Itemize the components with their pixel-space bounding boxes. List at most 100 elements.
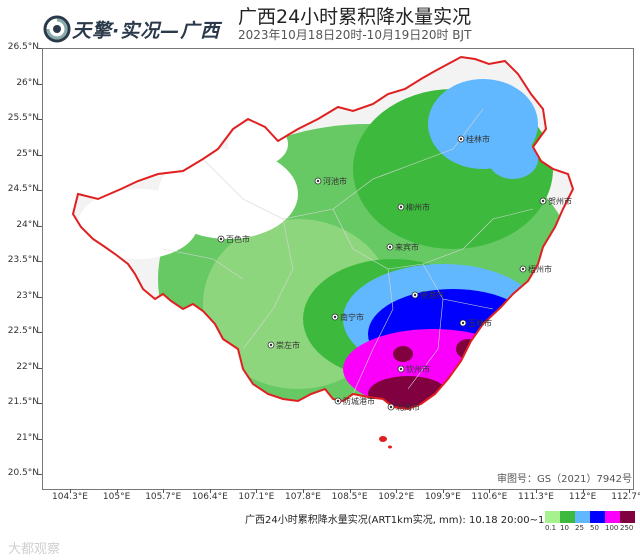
longitude-label: 104.3°E xyxy=(52,492,88,502)
longitude-tick xyxy=(303,489,304,493)
xieyang-island xyxy=(388,445,392,449)
latitude-tick xyxy=(37,438,42,440)
city-marker: 玉林市 xyxy=(459,318,492,328)
longitude-tick xyxy=(582,489,584,493)
city-label: 来宾市 xyxy=(395,242,419,252)
city-marker: 南宁市 xyxy=(331,312,364,322)
longitude-tick xyxy=(442,489,444,493)
city-label: 桂林市 xyxy=(466,134,490,144)
legend-swatch xyxy=(575,511,590,523)
city-label: 玉林市 xyxy=(468,318,492,328)
longitude-label: 111.3°E xyxy=(518,492,554,502)
city-label: 梧州市 xyxy=(528,264,552,274)
longitude-label: 105.7°E xyxy=(145,492,182,502)
city-marker: 百色市 xyxy=(217,234,250,244)
latitude-tick xyxy=(37,48,42,49)
map-subtitle: 2023年10月18日20时-10月19日20时 BJT xyxy=(238,28,472,42)
city-label: 河池市 xyxy=(323,176,347,186)
latitude-label: 22°N xyxy=(16,361,39,372)
city-label: 防城港市 xyxy=(343,396,375,406)
longitude-tick xyxy=(489,489,491,493)
legend-swatch xyxy=(620,511,635,523)
city-marker: 北海市 xyxy=(387,402,420,412)
legend-label: 0.1 xyxy=(545,524,557,532)
city-marker: 柳州市 xyxy=(397,202,430,212)
latitude-label: 20.5°N xyxy=(7,468,39,478)
logo-text: 天擎·实况—广西 xyxy=(72,19,221,42)
longitude-label: 108.5°E xyxy=(331,492,368,502)
city-marker: 贺州市 xyxy=(539,196,572,206)
latitude-tick xyxy=(37,296,42,298)
city-marker: 梧州市 xyxy=(519,264,552,274)
city-label: 柳州市 xyxy=(406,202,430,212)
city-label: 南宁市 xyxy=(340,312,364,322)
legend-swatch xyxy=(545,511,560,523)
city-label: 北海市 xyxy=(396,402,420,412)
latitude-tick xyxy=(37,367,42,369)
longitude-label: 107.8°E xyxy=(285,492,321,502)
latitude-label: 26.5°N xyxy=(7,42,39,52)
map-frame: 桂林市河池市柳州市 贺州市百色市来宾市梧州市贵港市南宁市崇左市 玉林市钦州市防城港市… xyxy=(42,48,634,490)
latitude-label: 21.5°N xyxy=(7,397,39,407)
weizhou-island xyxy=(379,436,387,442)
latitude-label: 25°N xyxy=(16,148,39,159)
latitude-label: 24.5°N xyxy=(7,184,39,194)
city-label: 贵港市 xyxy=(420,290,444,300)
longitude-label: 105°E xyxy=(102,492,131,502)
legend-label: 50 xyxy=(590,524,599,532)
legend-label: 25 xyxy=(575,524,584,532)
legend-swatch xyxy=(590,511,605,523)
latitude-label: 22.5°N xyxy=(7,326,39,336)
latitude-tick xyxy=(37,403,42,404)
city-marker: 钦州市 xyxy=(397,364,430,374)
latitude-label: 26°N xyxy=(16,77,39,88)
city-marker: 防城港市 xyxy=(334,396,375,406)
latitude-label: 25.5°N xyxy=(7,113,39,123)
legend-label: 250 xyxy=(620,524,634,532)
latitude-label: 23.5°N xyxy=(7,255,39,265)
city-label: 百色市 xyxy=(226,234,250,244)
longitude-tick xyxy=(116,489,118,493)
watermark: 大都观察 xyxy=(8,542,61,557)
legend-labels: 0.1 10 25 50 100 250 xyxy=(545,524,640,536)
latitude-tick xyxy=(37,332,42,333)
latitude-tick xyxy=(37,154,42,156)
map-approval-number: 审图号：GS（2021）7942号 xyxy=(497,474,632,485)
longitude-tick xyxy=(163,489,165,493)
legend-colorbar xyxy=(545,511,635,523)
province-boundary xyxy=(71,55,575,411)
longitude-tick xyxy=(536,489,537,493)
city-marker: 崇左市 xyxy=(267,340,300,350)
longitude-tick xyxy=(349,489,351,493)
longitude-tick xyxy=(629,489,631,493)
longitude-tick xyxy=(70,489,71,493)
longitude-label: 110.6°E xyxy=(471,492,508,502)
legend-swatch xyxy=(560,511,575,523)
city-marker: 桂林市 xyxy=(457,134,490,144)
city-marker: 河池市 xyxy=(314,176,347,186)
city-label: 崇左市 xyxy=(276,340,300,350)
latitude-tick xyxy=(37,83,42,85)
logo: 天擎·实况—广西 xyxy=(42,12,232,46)
legend-swatch xyxy=(605,511,620,523)
city-marker: 来宾市 xyxy=(386,242,419,252)
spiral-logo-icon xyxy=(43,15,71,43)
latitude-tick xyxy=(37,225,42,227)
longitude-label: 112°E xyxy=(568,492,597,502)
city-marker: 贵港市 xyxy=(411,290,444,300)
legend-label: 10 xyxy=(560,524,569,532)
longitude-tick xyxy=(209,489,211,493)
latitude-tick xyxy=(37,261,42,262)
latitude-label: 23°N xyxy=(16,290,39,301)
longitude-tick xyxy=(396,489,398,493)
longitude-tick xyxy=(256,489,258,493)
map-title: 广西24小时累积降水量实况 xyxy=(238,6,472,28)
city-label: 贺州市 xyxy=(548,196,572,206)
longitude-label: 109.9°E xyxy=(424,492,461,502)
county-boundaries xyxy=(162,108,534,395)
legend-description: 广西24小时累积降水量实况(ART1km实况, mm): 10.18 20:00… xyxy=(245,515,599,526)
latitude-tick xyxy=(37,119,42,120)
longitude-label: 112.7°E xyxy=(611,492,640,502)
